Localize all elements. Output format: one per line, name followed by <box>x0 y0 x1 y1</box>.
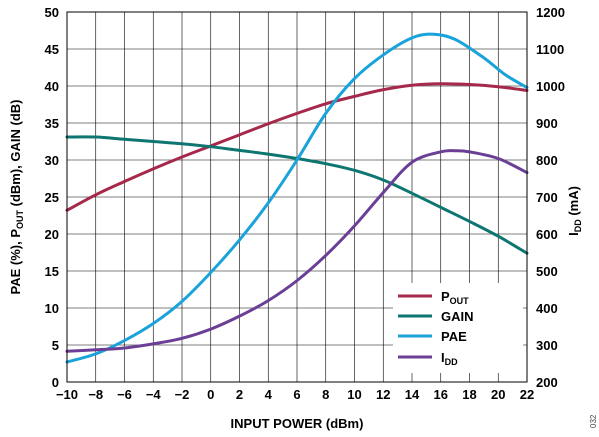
y-left-tick-label: 35 <box>45 116 59 131</box>
legend: POUT GAIN PAE IDD <box>393 283 523 373</box>
y-right-tick-label: 600 <box>536 227 558 242</box>
x-tick-labels: −10 −8 −6 −4 −2 0 2 4 6 8 10 12 14 16 18 20 22 <box>56 387 534 402</box>
x-tick-label: 2 <box>236 387 243 402</box>
x-tick-label: 8 <box>322 387 329 402</box>
x-tick-label: 4 <box>265 387 273 402</box>
y-left-tick-label: 25 <box>45 190 59 205</box>
y-right-tick-label: 900 <box>536 116 558 131</box>
x-tick-label: −10 <box>56 387 78 402</box>
legend-label-pout: POUT <box>441 289 469 306</box>
y-left-tick-label: 10 <box>45 301 59 316</box>
y-left-tick-label: 5 <box>52 338 59 353</box>
y-right-label-sub: DD <box>573 219 583 232</box>
x-tick-label: 16 <box>434 387 448 402</box>
x-tick-label: 14 <box>405 387 420 402</box>
series-line-idd <box>65 149 529 353</box>
x-tick-label: 18 <box>462 387 476 402</box>
series-lines <box>65 32 529 364</box>
x-tick-label: −6 <box>117 387 132 402</box>
y-right-tick-label: 500 <box>536 264 558 279</box>
y-right-tick-label: 1100 <box>536 42 564 57</box>
x-axis-label: INPUT POWER (dBm) <box>231 416 364 431</box>
y-right-tick-label: 700 <box>536 190 558 205</box>
legend-item-gain: GAIN <box>398 309 474 324</box>
x-tick-label: 10 <box>347 387 361 402</box>
y-left-tick-labels: 0 5 10 15 20 25 30 35 40 45 50 <box>45 5 59 390</box>
legend-item-idd: IDD <box>398 350 458 367</box>
y-right-tick-label: 1000 <box>536 79 565 94</box>
series-line-pae <box>65 32 529 364</box>
y-right-tick-labels: 200 300 400 500 600 700 800 900 1000 1100 1200 <box>536 5 565 390</box>
y-left-tick-label: 40 <box>45 79 59 94</box>
y-left-tick-label: 0 <box>52 375 59 390</box>
y-right-label-part2: (mA) <box>566 186 581 219</box>
y-left-axis-label: PAE (%), POUT (dBm), GAIN (dB) <box>8 100 25 295</box>
x-tick-label: 6 <box>293 387 300 402</box>
y-left-label-sub: OUT <box>15 209 25 229</box>
y-right-tick-label: 800 <box>536 153 558 168</box>
figure-id: 032 <box>589 414 598 428</box>
y-right-tick-label: 200 <box>536 375 558 390</box>
x-tick-label: 20 <box>491 387 505 402</box>
y-left-tick-label: 15 <box>45 264 59 279</box>
y-right-tick-label: 1200 <box>536 5 565 20</box>
y-left-tick-label: 45 <box>45 42 59 57</box>
y-left-tick-label: 30 <box>45 153 59 168</box>
y-left-label-part1: PAE (%), P <box>8 229 23 295</box>
y-left-tick-label: 20 <box>45 227 59 242</box>
legend-label-pae: PAE <box>441 329 467 344</box>
legend-item-pae: PAE <box>398 329 467 344</box>
x-tick-label: −4 <box>146 387 162 402</box>
x-tick-label: 12 <box>376 387 390 402</box>
legend-item-pout: POUT <box>398 289 469 306</box>
x-tick-label: 0 <box>207 387 214 402</box>
y-right-tick-label: 300 <box>536 338 558 353</box>
y-left-tick-label: 50 <box>45 5 59 20</box>
series-line-pout <box>65 82 529 212</box>
x-tick-label: −8 <box>88 387 103 402</box>
plot-frame <box>66 11 528 383</box>
x-tick-label: −2 <box>175 387 190 402</box>
x-tick-label: 22 <box>520 387 534 402</box>
y-right-label-part1: I <box>566 232 581 236</box>
y-left-label-part2: (dBm), GAIN (dB) <box>8 100 23 210</box>
y-right-axis-label: IDD (mA) <box>566 186 583 236</box>
legend-label-idd: IDD <box>441 350 458 367</box>
legend-label-gain: GAIN <box>441 309 474 324</box>
y-right-tick-label: 400 <box>536 301 558 316</box>
